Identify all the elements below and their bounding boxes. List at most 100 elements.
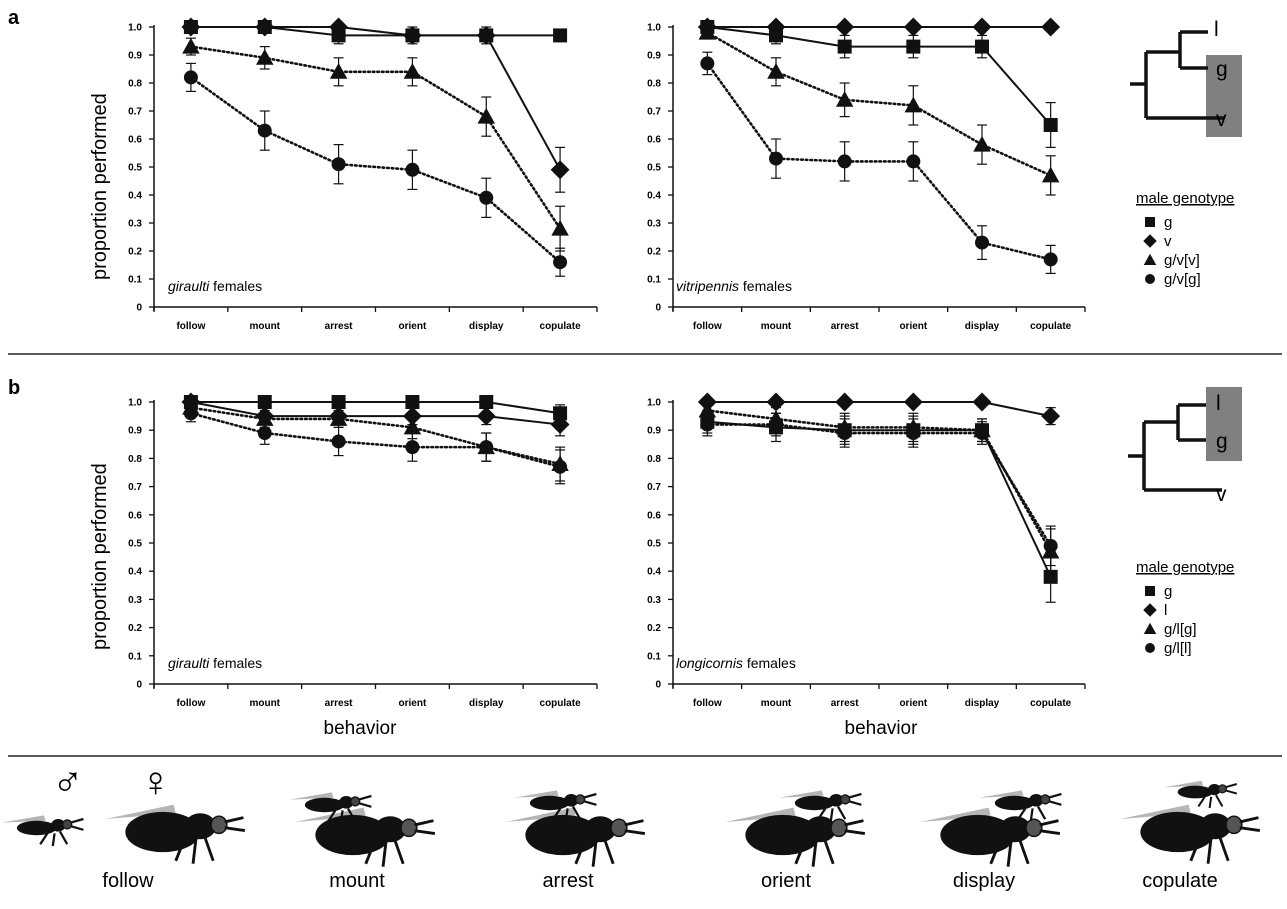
data-point-diamond [903, 392, 923, 412]
legend-label: g/l[l] [1164, 640, 1192, 657]
x-tick-label: copulate [1030, 321, 1072, 332]
behavior-label-display: display [953, 870, 1015, 892]
tree-label-mid: g [1216, 58, 1228, 81]
y-tick-label: 0.6 [647, 510, 661, 521]
y-tick-label: 0.4 [128, 567, 142, 578]
legend-label: v [1164, 233, 1172, 250]
data-point-circle [769, 151, 783, 166]
data-point-square [906, 423, 921, 438]
data-point-diamond [903, 17, 923, 37]
data-point-square [975, 39, 989, 54]
y-tick-label: 0.7 [128, 482, 142, 493]
female-wasp-follow [105, 804, 246, 864]
y-tick-label: 0.8 [647, 454, 661, 465]
data-point-circle [331, 434, 346, 449]
data-point-square [837, 423, 852, 438]
x-tick-label: follow [693, 321, 722, 332]
data-point-square [769, 420, 783, 435]
legend-label: l [1164, 602, 1167, 619]
y-tick-label: 0.9 [128, 426, 142, 437]
tree-highlight-box [1206, 387, 1242, 461]
data-point-circle [906, 154, 921, 169]
y-tick-label: 0.9 [647, 426, 661, 437]
panel-annotation: longicornis females [676, 655, 796, 671]
y-tick-label: 0.5 [647, 539, 661, 550]
data-point-square [906, 39, 921, 54]
x-tick-label: mount [761, 321, 792, 332]
data-point-circle [975, 235, 989, 250]
y-tick-label: 1.0 [128, 23, 142, 34]
y-tick-label: 0.8 [128, 454, 142, 465]
x-tick-label: copulate [540, 321, 582, 332]
male-wasp-display [979, 790, 1062, 822]
data-point-square [405, 395, 420, 409]
x-tick-label: orient [899, 321, 927, 332]
data-point-triangle [403, 418, 422, 435]
behavior-label-copulate: copulate [1142, 870, 1218, 892]
legend-b: male genotype gl g/l[g] g/l[l] [1136, 559, 1234, 657]
series-line-square [190, 401, 561, 415]
x-tick-label: copulate [540, 698, 582, 709]
series-line-square [707, 420, 1052, 578]
tree-label-mid: g [1216, 430, 1228, 453]
data-point-triangle [477, 438, 495, 455]
data-point-square [700, 414, 715, 429]
female-wasp-display [920, 807, 1061, 867]
data-point-circle [183, 70, 198, 85]
series-line-circle [189, 76, 562, 264]
male-wasp-follow [1, 815, 84, 847]
wasp-drawings [1, 780, 1261, 867]
data-point-circle [405, 162, 420, 177]
data-point-circle [1043, 252, 1058, 267]
panel-letter-a: a [8, 7, 20, 29]
female-wasp-arrest [505, 807, 646, 867]
behavior-label-orient: orient [761, 870, 811, 892]
y-tick-label: 0.1 [128, 651, 142, 662]
panel-annotation: giraulti females [168, 655, 262, 671]
x-tick-label: follow [176, 321, 205, 332]
x-tick-label: orient [399, 698, 427, 709]
data-point-square [1043, 569, 1058, 584]
y-axis-label-b: proportion performed [89, 463, 111, 650]
data-point-circle [700, 56, 715, 71]
y-tick-label: 0.2 [128, 623, 142, 634]
behavior-label-follow: follow [102, 870, 154, 892]
data-point-diamond [550, 160, 570, 180]
data-point-square [1043, 118, 1058, 132]
y-tick-label: 0.7 [647, 482, 661, 493]
data-point-circle [553, 255, 568, 270]
legend-label: g/l[g] [1164, 621, 1197, 638]
series-line-triangle [189, 45, 562, 230]
male-wasp-copulate [1164, 780, 1238, 809]
behavior-label-arrest: arrest [542, 870, 594, 892]
data-point-diamond [181, 392, 201, 412]
y-tick-label: 0.3 [128, 219, 142, 230]
phylogeny-tree-a: l g v [1130, 18, 1242, 137]
x-tick-label: arrest [831, 321, 859, 332]
y-tick-label: 0.8 [647, 79, 661, 90]
chart-a-vitripennis: 0 0.1 0.2 0.3 0.4 0.5 0.6 0.7 0.8 0.9 1.0 follow mou… [647, 17, 1086, 332]
y-tick-label: 0.5 [128, 163, 142, 174]
series-line-diamond [190, 26, 561, 171]
data-point-square [257, 395, 272, 409]
x-tick-label: display [469, 698, 504, 709]
series-line-triangle [706, 409, 1052, 553]
legend-label: g [1164, 214, 1172, 231]
data-point-diamond [972, 392, 992, 412]
y-tick-label: 0.8 [128, 79, 142, 90]
y-tick-label: 0.3 [647, 219, 661, 230]
y-tick-label: 0.9 [647, 51, 661, 62]
data-point-diamond [835, 17, 855, 37]
male-wasp-arrest [514, 790, 597, 822]
female-symbol: ♀ [140, 758, 172, 805]
data-point-triangle [182, 37, 200, 54]
y-tick-label: 0.3 [647, 595, 661, 606]
data-point-square [837, 39, 852, 54]
behavior-illustration: ♂ ♀ follow mount arrest orient display c… [1, 758, 1261, 892]
data-point-diamond [402, 25, 422, 45]
panel-letter-b: b [8, 377, 20, 399]
y-axis-label-a: proportion performed [89, 93, 111, 280]
data-point-circle [837, 154, 852, 169]
legend-marker-square [1145, 217, 1155, 227]
